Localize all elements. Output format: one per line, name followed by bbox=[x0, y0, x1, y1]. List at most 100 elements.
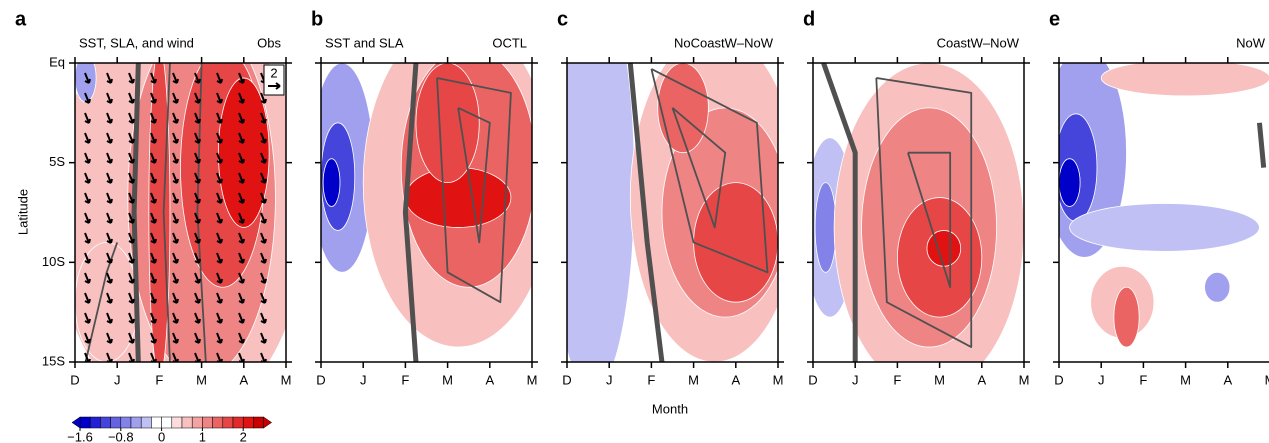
wind-vector bbox=[216, 132, 223, 144]
wind-vector bbox=[84, 132, 91, 144]
x-tick-label: F bbox=[401, 372, 409, 387]
panel-frame bbox=[566, 62, 779, 363]
x-axis-label: Month bbox=[652, 401, 688, 416]
wind-vector bbox=[238, 312, 245, 324]
wind-vector bbox=[128, 252, 135, 264]
contour-line bbox=[196, 63, 207, 362]
x-tick-label: F bbox=[155, 372, 163, 387]
wind-vector bbox=[106, 312, 113, 324]
x-tick-label: M bbox=[527, 372, 538, 387]
panel-title-right: OCTL bbox=[492, 35, 527, 50]
x-tick-label: M bbox=[1180, 372, 1191, 387]
wind-vector bbox=[106, 172, 113, 184]
contour-line bbox=[627, 63, 665, 362]
y-tick-label: 15S bbox=[42, 353, 65, 368]
wind-vector bbox=[128, 132, 135, 144]
wind-vector bbox=[106, 332, 113, 344]
x-tick-label: D bbox=[1054, 372, 1063, 387]
contour-line bbox=[436, 77, 512, 304]
x-tick-label: A bbox=[731, 372, 740, 387]
wind-vector bbox=[216, 232, 223, 244]
panel-letter: c bbox=[557, 8, 568, 30]
wind-vector bbox=[194, 132, 201, 144]
contour-line bbox=[671, 107, 727, 229]
wind-vector bbox=[106, 112, 113, 124]
wind-vector bbox=[216, 112, 223, 124]
field-region bbox=[1069, 203, 1260, 252]
contour-line bbox=[162, 63, 171, 362]
wind-vector bbox=[84, 312, 91, 324]
colorbar-tick-label: 0 bbox=[158, 429, 165, 443]
y-axis-label: Latitude bbox=[15, 189, 30, 235]
wind-vector bbox=[106, 292, 113, 304]
x-tick-label: A bbox=[485, 372, 494, 387]
panel bbox=[75, 63, 286, 362]
field-region bbox=[322, 158, 341, 207]
contour-line bbox=[907, 151, 952, 289]
wind-vector bbox=[84, 152, 91, 164]
wind-vector bbox=[260, 292, 267, 304]
wind-vector bbox=[216, 292, 223, 304]
x-tick-label: D bbox=[316, 372, 325, 387]
wind-vector bbox=[106, 192, 113, 204]
wind-vector bbox=[106, 212, 113, 224]
wind-vector bbox=[260, 192, 267, 204]
wind-vector bbox=[84, 112, 91, 124]
wind-vector bbox=[128, 152, 135, 164]
wind-vector bbox=[150, 132, 157, 144]
y-tick-label: Eq bbox=[49, 54, 65, 69]
colorbar-bin bbox=[253, 416, 264, 429]
wind-vector bbox=[172, 332, 179, 344]
x-tick-label: D bbox=[808, 372, 817, 387]
field-region bbox=[75, 242, 139, 362]
wind-vector bbox=[150, 292, 157, 304]
colorbar-bin bbox=[181, 416, 193, 429]
x-tick-label: M bbox=[1265, 372, 1269, 387]
panel-letter: d bbox=[803, 8, 815, 30]
wind-vector bbox=[172, 72, 179, 84]
wind-vector bbox=[84, 292, 91, 304]
field-region bbox=[567, 63, 635, 362]
vector-key-arrow bbox=[268, 82, 281, 90]
wind-vector bbox=[172, 252, 179, 264]
colorbar-bin bbox=[130, 416, 142, 429]
wind-vector bbox=[172, 192, 179, 204]
y-tick-label: 10S bbox=[42, 254, 65, 269]
wind-vector bbox=[216, 192, 223, 204]
wind-vector bbox=[216, 212, 223, 224]
wind-vector bbox=[128, 192, 135, 204]
contour-line bbox=[402, 63, 419, 362]
wind-vector bbox=[194, 332, 201, 344]
colorbar-bin bbox=[120, 416, 132, 429]
panel-frame bbox=[812, 62, 1025, 363]
wind-vector bbox=[172, 292, 179, 304]
panel-letter: e bbox=[1049, 8, 1060, 30]
wind-vector bbox=[84, 232, 91, 244]
wind-vector bbox=[128, 292, 135, 304]
field-region bbox=[926, 230, 962, 267]
wind-vector bbox=[260, 332, 267, 344]
wind-vector bbox=[238, 232, 245, 244]
colorbar-bin bbox=[89, 416, 101, 429]
wind-vector bbox=[194, 212, 201, 224]
contour-line bbox=[84, 242, 119, 362]
colorbar-bin bbox=[110, 416, 122, 429]
wind-vector bbox=[128, 332, 135, 344]
wind-vector bbox=[260, 232, 267, 244]
wind-vector bbox=[260, 112, 267, 124]
wind-vector bbox=[194, 232, 201, 244]
wind-vector bbox=[238, 112, 245, 124]
wind-vector bbox=[216, 332, 223, 344]
contour-line bbox=[1256, 122, 1267, 168]
wind-vector bbox=[106, 72, 113, 84]
panel-title-right: NoCoastW–NoW bbox=[674, 35, 774, 50]
wind-vector bbox=[216, 72, 223, 84]
wind-vector bbox=[194, 92, 201, 104]
panel-title-right: Obs bbox=[257, 35, 281, 50]
wind-vector bbox=[260, 152, 267, 164]
colorbar-bin bbox=[202, 416, 213, 429]
wind-vector bbox=[150, 152, 157, 164]
field-region bbox=[148, 63, 171, 362]
panel bbox=[321, 63, 532, 362]
